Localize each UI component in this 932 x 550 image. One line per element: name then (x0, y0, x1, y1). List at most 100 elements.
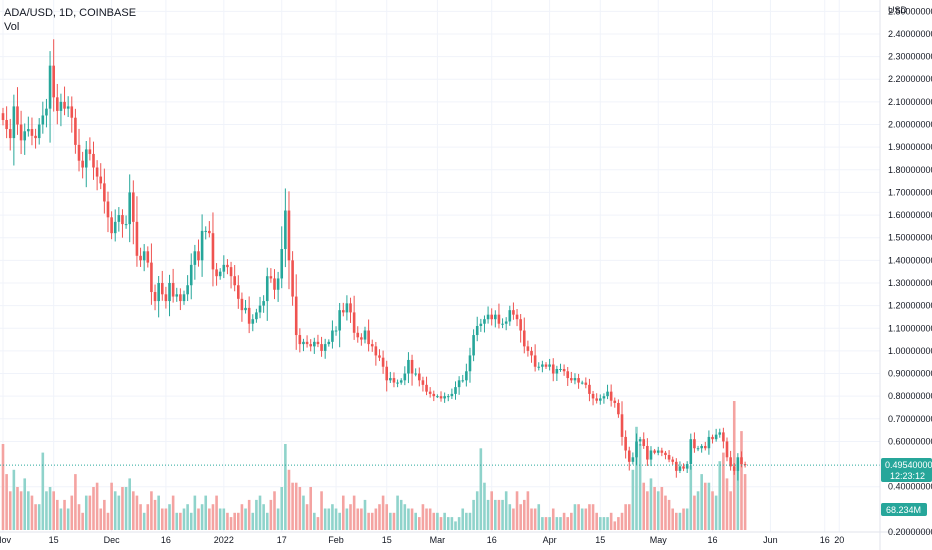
candle-body (519, 319, 522, 331)
volume-bar (189, 512, 193, 530)
currency-label: USD (888, 5, 908, 15)
candle-body (269, 276, 273, 279)
bar-countdown: 12:23:12 (890, 471, 925, 481)
price-tick-label: 0.20000000 (888, 527, 932, 537)
volume-bar (276, 508, 280, 530)
price-tick-label: 0.40000000 (888, 482, 932, 492)
volume-bar (103, 499, 106, 530)
candle-body (294, 296, 298, 336)
volume-label[interactable]: Vol (4, 21, 20, 33)
volume-bar (468, 512, 472, 530)
volume-bar (258, 495, 262, 530)
candle-body (432, 393, 436, 397)
candle-body (113, 221, 117, 234)
volume-bar (418, 517, 421, 530)
volume-bar (483, 482, 486, 530)
volume-bar (620, 512, 624, 530)
volume-bar (215, 495, 218, 530)
volume-bar (45, 491, 48, 530)
volume-value: 68.234M (886, 505, 921, 515)
volume-bar (284, 444, 287, 530)
candle-body (392, 378, 396, 383)
candle-body (208, 230, 211, 234)
candle-body (345, 303, 349, 313)
volume-bar (407, 508, 410, 530)
candle-body (602, 396, 606, 399)
symbol-title[interactable]: ADA/USD, 1D, COINBASE (4, 7, 137, 19)
volume-bar (501, 499, 504, 530)
price-tick-label: 2.00000000 (888, 120, 932, 130)
volume-bar (331, 504, 334, 530)
volume-bar (240, 504, 244, 530)
volume-bar (385, 504, 389, 530)
candle-body (222, 264, 226, 272)
time-tick-label: 16 (161, 535, 171, 545)
candle-body (656, 450, 660, 453)
price-tick-label: 1.70000000 (888, 187, 932, 197)
candle-body (302, 341, 305, 345)
candle-body (537, 366, 541, 368)
price-tick-label: 2.30000000 (888, 52, 932, 62)
volume-bar (19, 491, 23, 530)
volume-bar (497, 499, 501, 530)
candle-body (414, 373, 417, 375)
candle-body (189, 264, 193, 286)
candle-body (103, 183, 106, 202)
volume-badge: 68.234M (881, 503, 927, 516)
volume-bar (544, 517, 548, 530)
volume-bar (530, 508, 533, 530)
candle-body (37, 124, 41, 139)
volume-bar (631, 469, 635, 530)
candle-body (92, 153, 95, 168)
volume-bar (352, 495, 356, 530)
volume-bar (656, 491, 660, 530)
volume-bar (247, 499, 251, 530)
time-tick-label: 15 (49, 535, 59, 545)
volume-bar (736, 461, 740, 530)
candle-body (363, 330, 367, 340)
volume-bar (722, 452, 725, 530)
volume-bar (381, 495, 385, 530)
volume-bar (562, 512, 566, 530)
candle-body (218, 271, 222, 277)
volume-bar (81, 512, 84, 530)
time-axis-ticks[interactable]: Nov 15 Dec 16 2022 17 Feb 15 Mar 16 Apr 15 May 16 Jun 1… (0, 535, 844, 545)
volume-bar (714, 495, 718, 530)
candle-body (175, 294, 179, 297)
candle-body (486, 314, 490, 320)
candle-body (725, 441, 729, 458)
candle-body (718, 432, 722, 435)
volume-bar (23, 478, 27, 530)
volume-bar (356, 508, 360, 530)
volume-bar (577, 504, 580, 530)
candle-body (229, 267, 233, 277)
price-axis-ticks[interactable]: 2.50000000 2.40000000 2.30000000 2.20000000… (888, 6, 932, 537)
candle-body (12, 106, 16, 139)
volume-bar (682, 508, 685, 530)
candle-body (320, 344, 323, 351)
candle-body (522, 330, 526, 347)
candle-body (580, 382, 584, 384)
volume-bar (646, 491, 649, 530)
volume-bar (160, 508, 164, 530)
candle-body (472, 335, 475, 356)
volume-bar (218, 508, 222, 530)
volume-bar (262, 504, 265, 530)
candle-body (367, 330, 370, 345)
candle-body (436, 396, 439, 398)
candle-body (265, 276, 269, 302)
candle-body (305, 341, 309, 345)
volume-bar (226, 512, 229, 530)
volume-bar (689, 465, 693, 530)
volume-bar (5, 474, 8, 530)
candle-body (588, 384, 591, 394)
candle-body (41, 115, 45, 125)
candle-body (287, 210, 291, 261)
candle-body (157, 282, 160, 302)
price-tick-label: 2.20000000 (888, 74, 932, 84)
candle-body (247, 307, 251, 324)
volume-bar (725, 478, 729, 530)
volume-bar (685, 508, 689, 530)
price-tick-label: 1.90000000 (888, 142, 932, 152)
